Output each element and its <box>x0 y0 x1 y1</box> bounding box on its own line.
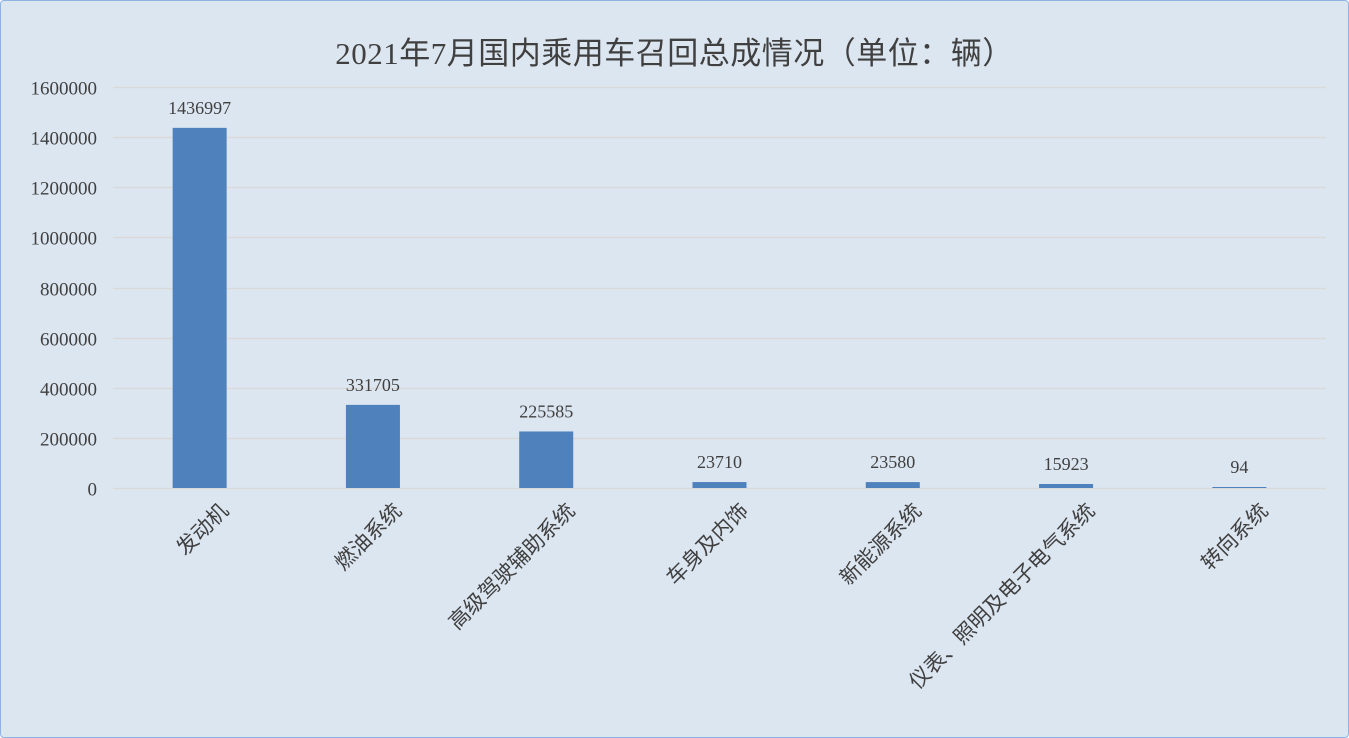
bar <box>519 431 574 488</box>
y-tick-label: 800000 <box>40 280 97 301</box>
chart-title: 2021年7月国内乘用车召回总成情况（单位：辆） <box>335 36 1014 71</box>
x-category-label: 发动机 <box>172 499 234 561</box>
data-label: 15923 <box>1044 454 1089 474</box>
y-tick-label: 1200000 <box>31 179 98 200</box>
x-category-label: 转向系统 <box>1197 499 1273 575</box>
x-category-label: 车身及内饰 <box>662 499 753 590</box>
bar <box>865 482 920 488</box>
bar <box>345 404 400 488</box>
data-labels: 1436997 331705 225585 23710 23580 15923 94 <box>168 98 1248 477</box>
data-label: 1436997 <box>168 98 231 118</box>
y-tick-label: 400000 <box>40 380 97 401</box>
y-tick-label: 0 <box>88 480 98 501</box>
bar <box>692 482 747 488</box>
data-label: 23580 <box>870 452 915 472</box>
gridlines <box>113 86 1326 490</box>
y-tick-label: 1600000 <box>31 79 98 100</box>
y-tick-label: 200000 <box>40 430 97 451</box>
y-tick-label: 600000 <box>40 330 97 351</box>
bar <box>1039 484 1094 488</box>
y-tick-label: 1000000 <box>31 229 98 250</box>
data-label: 225585 <box>519 401 573 421</box>
x-category-label: 仪表、照明及电子电气系统 <box>904 499 1099 694</box>
x-category-label: 燃油系统 <box>330 499 406 575</box>
bars <box>172 127 1267 488</box>
y-tick-label: 1400000 <box>31 129 98 150</box>
data-label: 23710 <box>697 452 742 472</box>
bar <box>172 127 227 488</box>
y-axis-tick-labels: 0 200000 400000 600000 800000 1000000 1200000 1… <box>31 79 98 501</box>
bar <box>1212 487 1267 488</box>
x-category-label: 高级驾驶辅助系统 <box>444 499 580 635</box>
data-label: 94 <box>1230 457 1248 477</box>
x-category-label: 新能源系统 <box>835 499 926 590</box>
data-label: 331705 <box>346 375 400 395</box>
